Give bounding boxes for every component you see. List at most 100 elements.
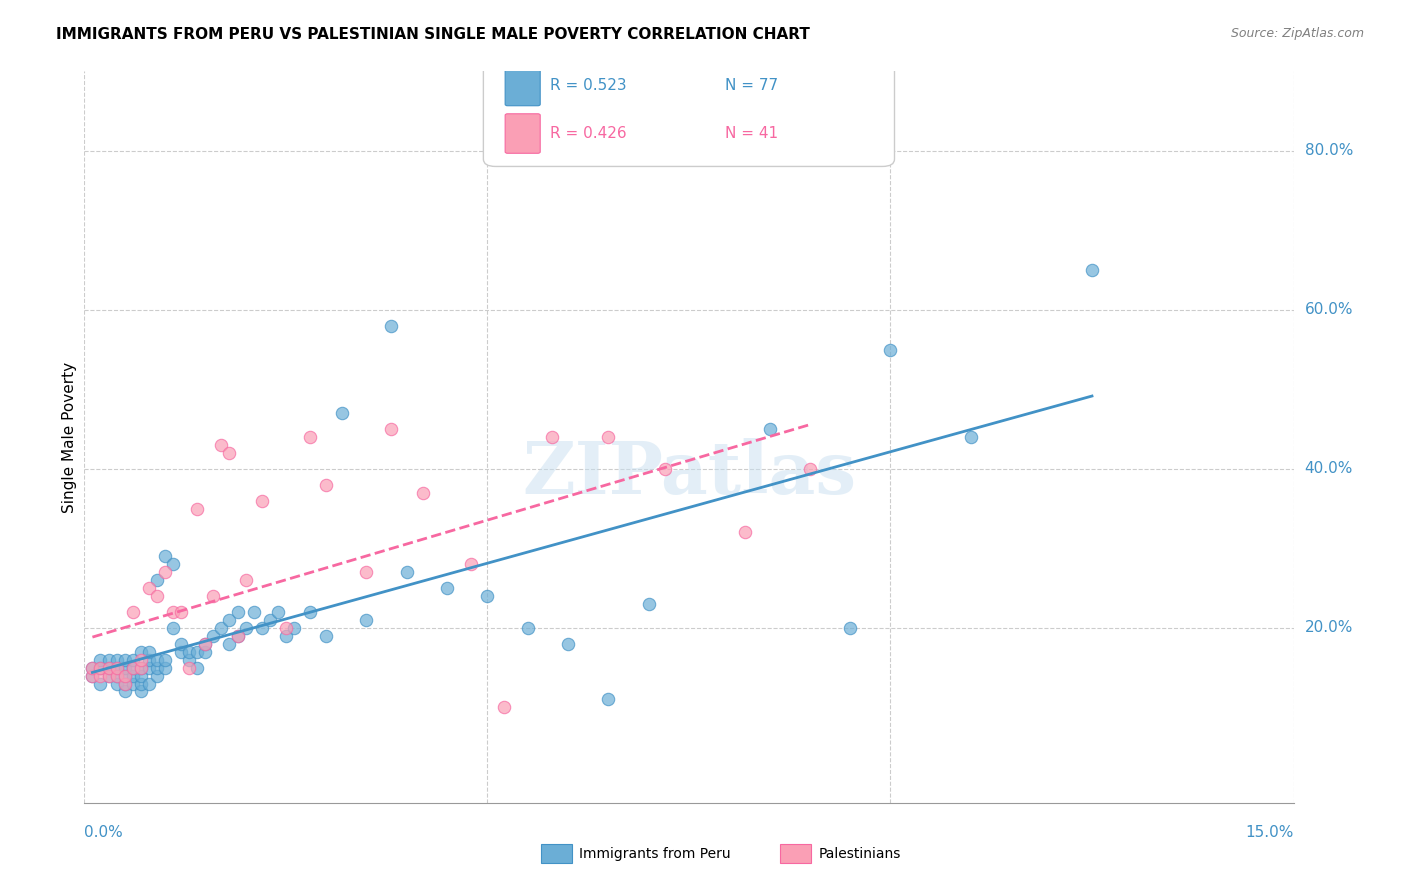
Point: [226, 629, 249, 643]
Point: [218, 613, 240, 627]
Point: [89, 653, 111, 667]
Point: [960, 430, 983, 444]
Point: [283, 621, 305, 635]
Point: [105, 653, 128, 667]
Point: [162, 605, 184, 619]
Point: [315, 477, 337, 491]
Bar: [541, 844, 572, 863]
Text: 60.0%: 60.0%: [1305, 302, 1353, 318]
Point: [186, 645, 208, 659]
Point: [105, 668, 128, 682]
Point: [516, 621, 538, 635]
Text: 80.0%: 80.0%: [1305, 144, 1353, 159]
Point: [114, 660, 136, 674]
Point: [121, 660, 143, 674]
Point: [162, 558, 184, 572]
Point: [153, 549, 176, 564]
Point: [839, 621, 862, 635]
Text: R = 0.426: R = 0.426: [550, 126, 627, 141]
Point: [1081, 263, 1104, 277]
Point: [89, 660, 111, 674]
Point: [129, 668, 152, 682]
Point: [194, 637, 217, 651]
Point: [129, 645, 152, 659]
Text: Source: ZipAtlas.com: Source: ZipAtlas.com: [1230, 27, 1364, 40]
Text: 40.0%: 40.0%: [1305, 461, 1353, 476]
Text: 15.0%: 15.0%: [1246, 825, 1294, 840]
Point: [194, 645, 217, 659]
Point: [146, 668, 169, 682]
Point: [121, 660, 143, 674]
Point: [412, 485, 434, 500]
Point: [259, 613, 281, 627]
Y-axis label: Single Male Poverty: Single Male Poverty: [62, 361, 77, 513]
Point: [250, 493, 273, 508]
Point: [146, 653, 169, 667]
Point: [153, 660, 176, 674]
Point: [138, 660, 160, 674]
Text: 0.0%: 0.0%: [84, 825, 124, 840]
Point: [356, 566, 378, 580]
Point: [186, 501, 208, 516]
FancyBboxPatch shape: [505, 114, 540, 153]
Point: [330, 406, 353, 420]
Point: [598, 692, 620, 706]
Point: [235, 621, 257, 635]
Text: Immigrants from Peru: Immigrants from Peru: [579, 847, 731, 861]
Point: [879, 343, 901, 357]
Point: [267, 605, 290, 619]
Point: [138, 653, 160, 667]
Text: R = 0.523: R = 0.523: [550, 78, 627, 94]
Point: [97, 668, 120, 682]
Point: [299, 430, 322, 444]
Point: [179, 653, 201, 667]
Point: [153, 566, 176, 580]
Point: [97, 660, 120, 674]
Point: [121, 653, 143, 667]
Point: [179, 645, 201, 659]
Point: [758, 422, 780, 436]
Text: 20.0%: 20.0%: [1305, 621, 1353, 635]
Point: [129, 676, 152, 690]
Point: [89, 660, 111, 674]
Point: [179, 660, 201, 674]
Point: [299, 605, 322, 619]
Point: [114, 668, 136, 682]
Point: [129, 660, 152, 674]
Point: [218, 637, 240, 651]
Bar: [780, 844, 811, 863]
Point: [186, 660, 208, 674]
Point: [153, 653, 176, 667]
Point: [492, 700, 515, 714]
Point: [356, 613, 378, 627]
Point: [395, 566, 418, 580]
Point: [170, 605, 193, 619]
Point: [105, 660, 128, 674]
Point: [799, 462, 821, 476]
Point: [129, 684, 152, 698]
Point: [477, 589, 499, 603]
Point: [105, 676, 128, 690]
Point: [97, 668, 120, 682]
Point: [105, 660, 128, 674]
Point: [97, 653, 120, 667]
Point: [138, 645, 160, 659]
Point: [734, 525, 756, 540]
Point: [129, 660, 152, 674]
Point: [170, 645, 193, 659]
Point: [274, 621, 297, 635]
Point: [97, 660, 120, 674]
Point: [209, 621, 232, 635]
Point: [114, 676, 136, 690]
Point: [436, 581, 458, 595]
Point: [146, 573, 169, 587]
Point: [380, 318, 402, 333]
Point: [315, 629, 337, 643]
Point: [89, 668, 111, 682]
Text: Palestinians: Palestinians: [818, 847, 901, 861]
Point: [274, 629, 297, 643]
Text: ZIPatlas: ZIPatlas: [522, 438, 856, 509]
Point: [194, 637, 217, 651]
Point: [146, 660, 169, 674]
Point: [138, 676, 160, 690]
